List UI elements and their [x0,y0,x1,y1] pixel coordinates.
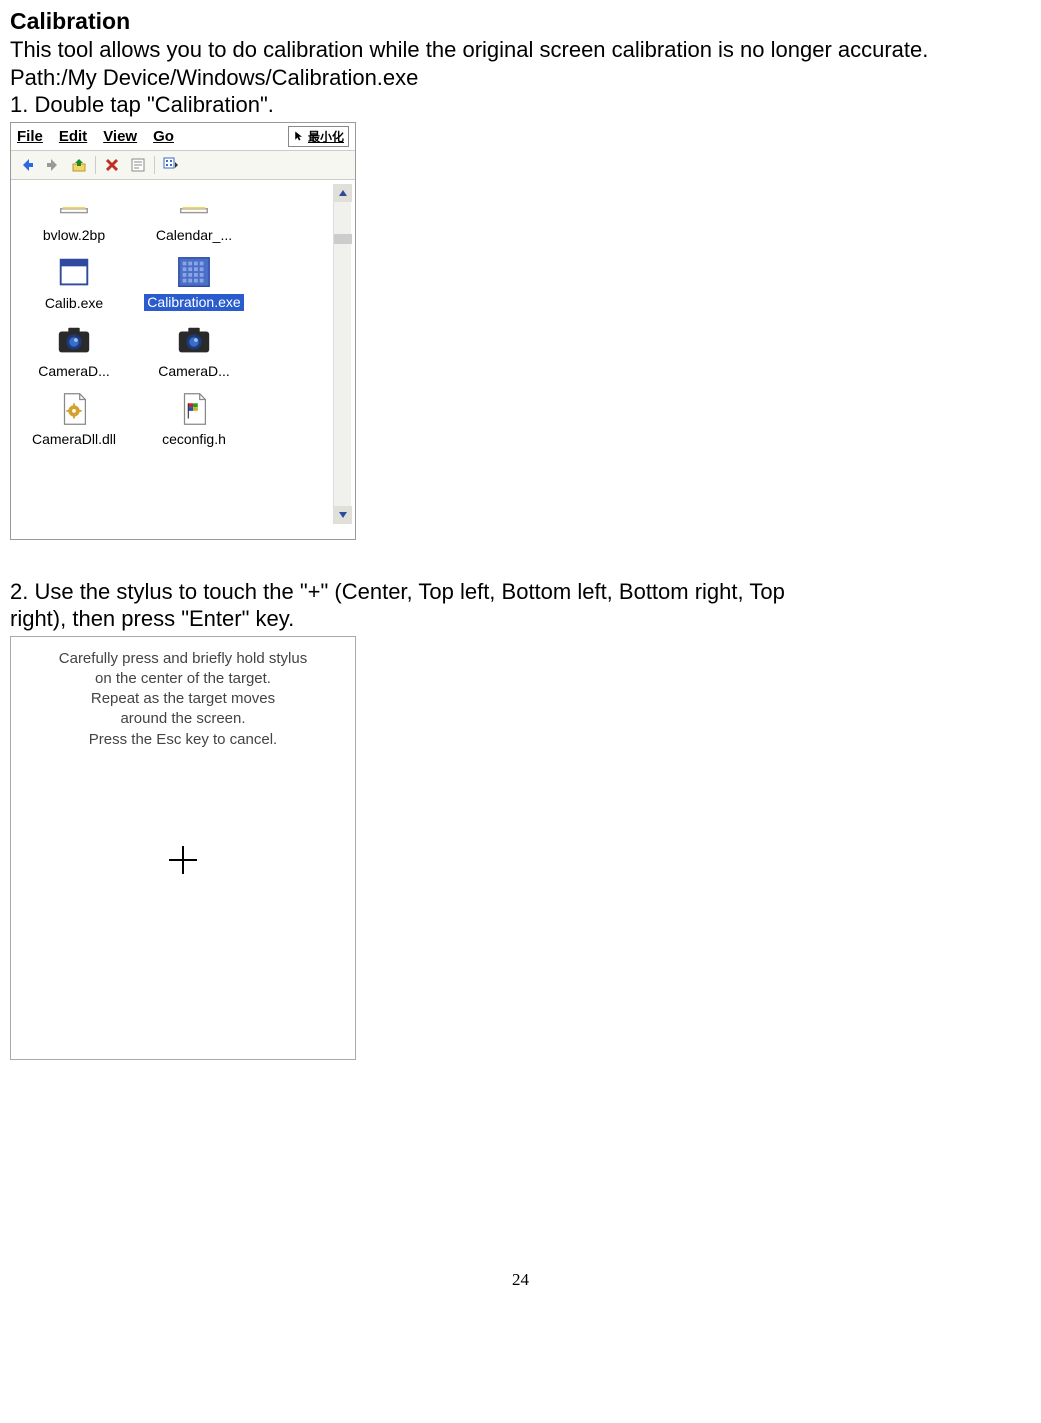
minimize-badge[interactable]: 最小化 [288,126,349,147]
file-item[interactable]: CameraDll.dll [19,390,129,448]
delete-button[interactable] [102,155,122,175]
step-2-text-a: 2. Use the stylus to touch the "+" (Cent… [10,578,1031,606]
calib-line: Press the Esc key to cancel. [11,730,355,750]
menu-file[interactable]: File [17,128,43,145]
toolbar-separator [95,156,96,174]
forward-button[interactable] [43,155,63,175]
toolbar-separator [154,156,155,174]
calib-line: Repeat as the target moves [11,689,355,709]
cursor-icon [293,130,305,142]
file-item[interactable]: Calibration.exe [139,254,249,312]
file-item[interactable]: CameraD... [139,322,249,380]
menu-go[interactable]: Go [153,128,174,145]
scrollbar[interactable] [333,184,351,524]
grid-app-icon [174,254,214,292]
section-heading: Calibration [10,8,1031,35]
path-text: Path:/My Device/Windows/Calibration.exe [10,64,1031,92]
scroll-down-icon[interactable] [334,506,352,524]
menu-view[interactable]: View [103,128,137,145]
file-label: Calib.exe [42,294,106,312]
camera-icon [174,322,214,360]
minimize-label: 最小化 [308,128,344,145]
file-item[interactable]: Calib.exe [19,254,129,312]
file-label: CameraDll.dll [29,430,119,448]
file-item[interactable]: CameraD... [19,322,129,380]
calibration-screenshot: Carefully press and briefly hold stylus … [10,636,356,1060]
window-app-icon [54,254,94,292]
calib-line: on the center of the target. [11,669,355,689]
calibration-instructions: Carefully press and briefly hold stylus … [11,637,355,750]
file-icon [54,186,94,224]
flag-doc-icon [174,390,214,428]
file-label: bvlow.2bp [40,226,108,244]
view-mode-button[interactable] [161,155,181,175]
file-item[interactable]: bvlow.2bp [19,186,129,244]
calib-line: Carefully press and briefly hold stylus [11,649,355,669]
calib-line: around the screen. [11,709,355,729]
file-icon [174,186,214,224]
file-item[interactable]: ceconfig.h [139,390,249,448]
file-item[interactable]: Calendar_... [139,186,249,244]
file-label-selected: Calibration.exe [144,294,243,311]
menu-edit[interactable]: Edit [59,128,87,145]
gear-doc-icon [54,390,94,428]
scroll-up-icon[interactable] [334,184,352,202]
menubar: File Edit View Go 最小化 [11,123,355,151]
file-label: CameraD... [35,362,113,380]
crosshair-target-icon[interactable] [165,842,201,878]
camera-icon [54,322,94,360]
step-2-text-b: right), then press "Enter" key. [10,605,1031,633]
step-1-text: 1. Double tap "Calibration". [10,91,1031,119]
properties-button[interactable] [128,155,148,175]
explorer-screenshot: File Edit View Go 最小化 [10,122,356,540]
intro-text: This tool allows you to do calibration w… [10,36,1031,64]
toolbar [11,151,355,180]
file-label: ceconfig.h [159,430,229,448]
page-number: 24 [10,1270,1031,1290]
back-button[interactable] [17,155,37,175]
up-button[interactable] [69,155,89,175]
scroll-thumb[interactable] [334,234,352,244]
file-area[interactable]: bvlow.2bp Calendar_... Calib.exe [11,180,355,530]
file-label: CameraD... [155,362,233,380]
file-label: Calendar_... [153,226,235,244]
